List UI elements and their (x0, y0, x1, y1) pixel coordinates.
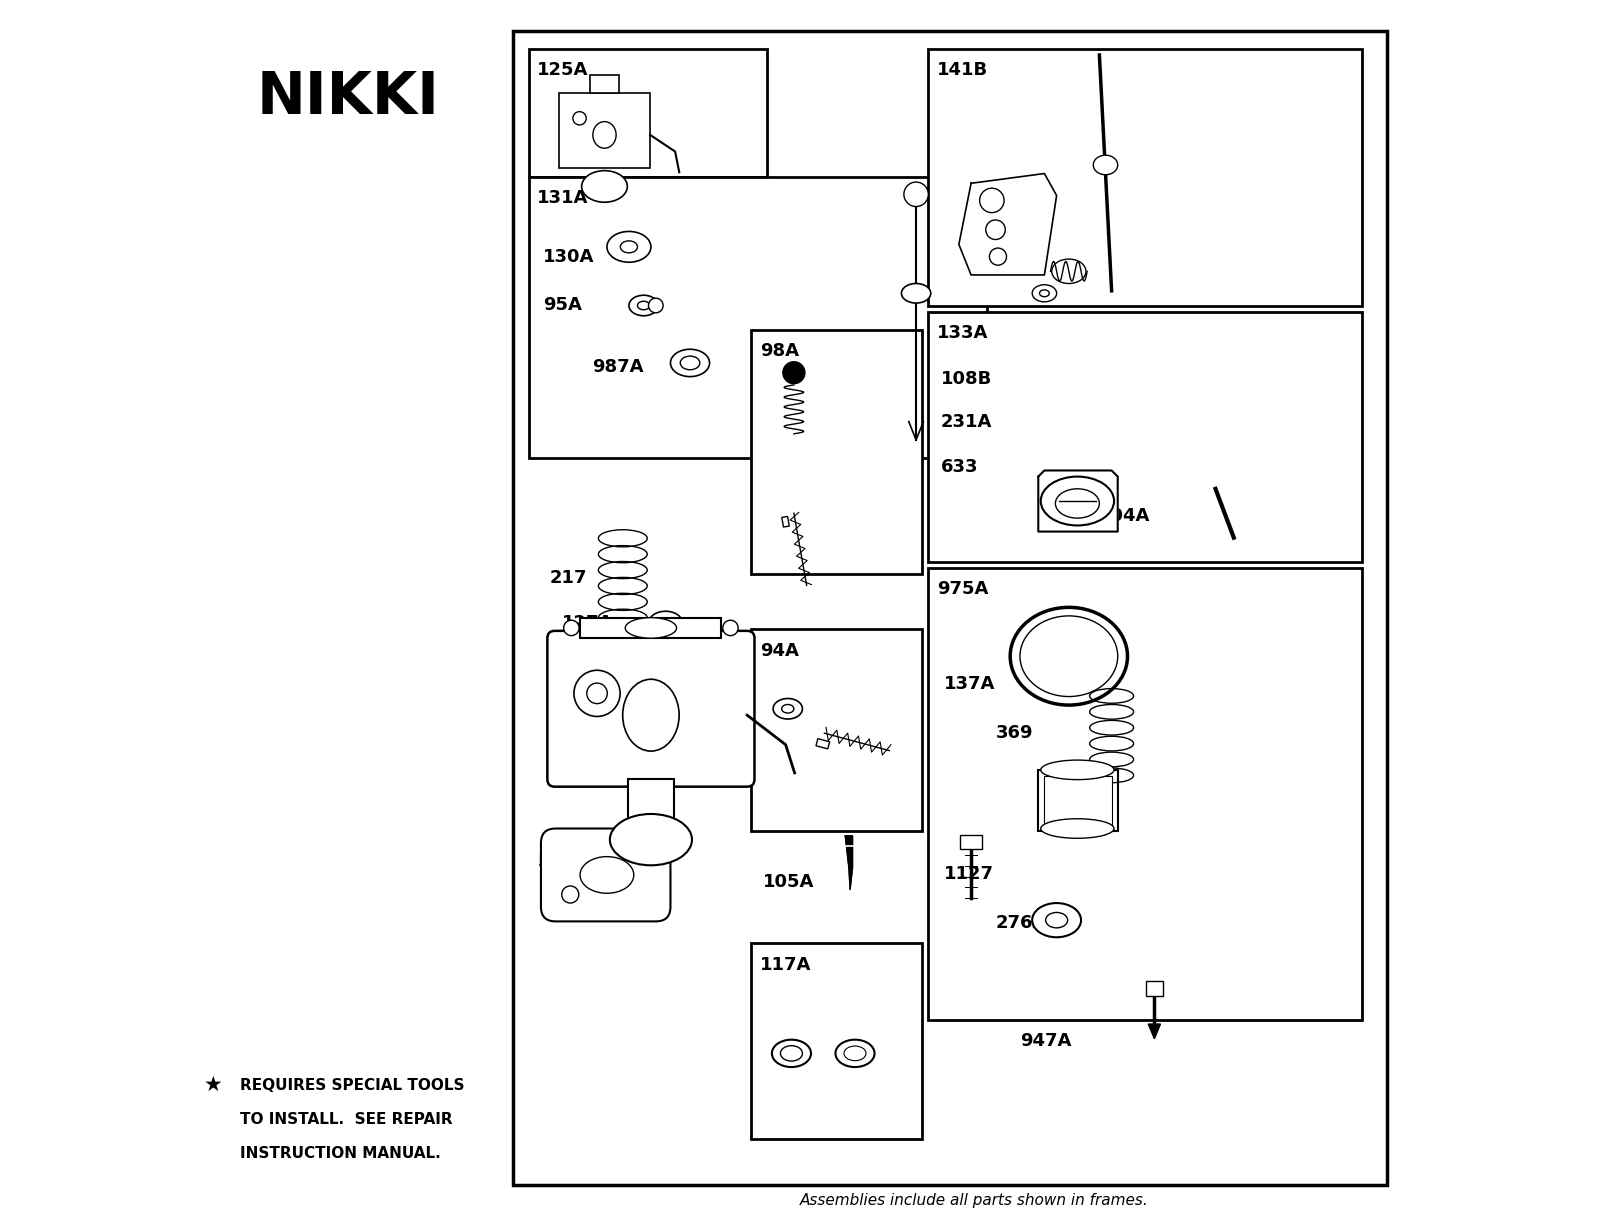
Ellipse shape (1040, 819, 1114, 838)
Polygon shape (958, 174, 1056, 275)
Ellipse shape (1019, 616, 1118, 697)
Ellipse shape (1056, 489, 1099, 518)
Ellipse shape (846, 1047, 864, 1059)
Ellipse shape (648, 611, 683, 635)
Ellipse shape (606, 231, 651, 263)
Ellipse shape (587, 683, 608, 704)
Bar (1038, 770, 1118, 831)
Ellipse shape (781, 1046, 803, 1061)
Text: 987A: 987A (592, 358, 643, 375)
Ellipse shape (782, 704, 794, 712)
Text: 125A: 125A (538, 61, 589, 79)
Bar (750, 629, 922, 831)
Bar (514, 31, 1387, 1185)
Bar (627, 780, 674, 824)
Bar (782, 517, 789, 527)
Bar (928, 568, 1362, 1020)
Bar (750, 943, 922, 1139)
Bar (960, 835, 982, 849)
Ellipse shape (773, 699, 803, 719)
Text: 231A: 231A (941, 413, 992, 430)
Text: 98A: 98A (760, 342, 798, 360)
Text: 633: 633 (941, 458, 978, 475)
Ellipse shape (1046, 913, 1067, 927)
Ellipse shape (904, 182, 928, 207)
Ellipse shape (1040, 290, 1050, 297)
Text: 1127: 1127 (944, 865, 994, 882)
Text: 141B: 141B (938, 61, 987, 79)
Ellipse shape (1093, 155, 1118, 175)
Text: ★: ★ (203, 1075, 222, 1095)
Text: 133A: 133A (938, 324, 989, 342)
Text: 131A: 131A (538, 189, 589, 208)
Ellipse shape (1032, 903, 1082, 937)
Ellipse shape (574, 670, 621, 716)
Ellipse shape (622, 679, 678, 752)
Bar (816, 738, 830, 749)
Ellipse shape (901, 284, 931, 303)
Ellipse shape (563, 621, 579, 635)
Ellipse shape (562, 886, 579, 903)
Ellipse shape (581, 857, 634, 893)
Text: 137A: 137A (944, 676, 995, 693)
Ellipse shape (1040, 760, 1114, 780)
Text: 975A: 975A (938, 580, 989, 599)
Text: 108B: 108B (941, 370, 992, 387)
Text: 51: 51 (538, 853, 562, 870)
Text: 105A: 105A (763, 874, 814, 891)
Bar (1045, 776, 1112, 825)
Bar (928, 49, 1362, 306)
Ellipse shape (1032, 285, 1056, 302)
Ellipse shape (648, 298, 662, 313)
Ellipse shape (594, 122, 616, 148)
Text: TO INSTALL.  SEE REPAIR: TO INSTALL. SEE REPAIR (240, 1112, 453, 1127)
Polygon shape (1149, 1024, 1160, 1039)
Bar (528, 49, 766, 177)
Ellipse shape (621, 241, 637, 253)
Text: INSTRUCTION MANUAL.: INSTRUCTION MANUAL. (240, 1146, 442, 1161)
Text: 130A: 130A (544, 248, 595, 265)
Bar (750, 330, 922, 574)
Ellipse shape (835, 1040, 875, 1067)
Ellipse shape (771, 1040, 811, 1067)
Ellipse shape (979, 188, 1005, 213)
Text: 217: 217 (549, 569, 587, 587)
Text: 95A: 95A (544, 297, 582, 314)
Text: Assemblies include all parts shown in frames.: Assemblies include all parts shown in fr… (800, 1193, 1149, 1207)
Ellipse shape (610, 814, 691, 865)
Ellipse shape (638, 847, 656, 864)
Bar (558, 93, 650, 169)
Ellipse shape (989, 248, 1006, 265)
Ellipse shape (782, 362, 805, 384)
Text: 947A: 947A (1019, 1033, 1072, 1050)
Ellipse shape (637, 301, 650, 309)
Bar (928, 312, 1362, 562)
Ellipse shape (573, 111, 586, 125)
Bar (1146, 981, 1163, 996)
Text: 117A: 117A (760, 956, 811, 974)
Text: REQUIRES SPECIAL TOOLS: REQUIRES SPECIAL TOOLS (240, 1078, 466, 1092)
Ellipse shape (658, 618, 674, 628)
Ellipse shape (670, 349, 709, 376)
Ellipse shape (680, 356, 699, 370)
FancyBboxPatch shape (541, 829, 670, 921)
Bar (581, 617, 722, 638)
Ellipse shape (986, 220, 1005, 240)
Text: 94A: 94A (760, 642, 798, 660)
Polygon shape (845, 836, 853, 890)
FancyBboxPatch shape (547, 631, 755, 787)
Bar (589, 75, 619, 93)
Ellipse shape (723, 621, 738, 635)
Text: 276A: 276A (995, 914, 1046, 931)
Text: 369: 369 (995, 725, 1034, 742)
Text: NIKKI: NIKKI (256, 70, 438, 126)
Ellipse shape (626, 617, 677, 638)
Bar (528, 177, 987, 458)
Ellipse shape (843, 1046, 866, 1061)
Ellipse shape (582, 171, 627, 202)
Text: 104A: 104A (1099, 507, 1150, 524)
Polygon shape (1038, 470, 1118, 532)
Ellipse shape (629, 296, 658, 315)
Text: 127A: 127A (562, 615, 613, 632)
